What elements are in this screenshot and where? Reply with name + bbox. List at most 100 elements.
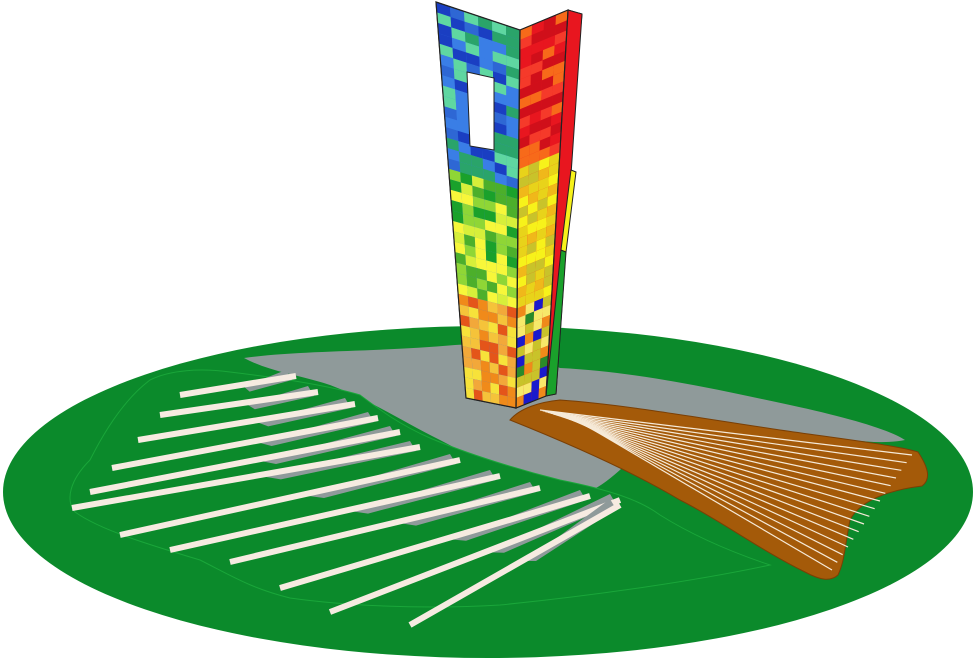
- tower-tile: [439, 54, 454, 69]
- tower-tile: [517, 235, 528, 249]
- tower-tile: [517, 295, 526, 309]
- tower-tile: [493, 101, 507, 116]
- tower-tile: [497, 283, 508, 297]
- tower-tile: [473, 378, 483, 392]
- tower-tile: [545, 223, 556, 238]
- tower-tile: [507, 275, 518, 289]
- tower-tile: [548, 172, 559, 187]
- tower-tile: [443, 95, 457, 111]
- tower-tile: [483, 189, 496, 203]
- tower-tile: [464, 234, 476, 248]
- tower-tile: [478, 308, 489, 322]
- tower-tile: [518, 185, 529, 200]
- tower-tile: [507, 376, 517, 389]
- tower-tile: [498, 364, 508, 377]
- tower-tile: [468, 306, 479, 320]
- tower-tile: [472, 368, 482, 381]
- tower-tile: [507, 336, 517, 349]
- tower-tile: [460, 172, 473, 186]
- tower-tile: [518, 125, 530, 140]
- tower-tile: [525, 301, 535, 315]
- lawn-stripes: [71, 370, 622, 628]
- tower-tile: [485, 229, 497, 243]
- striped-lawn-left: [69, 369, 772, 608]
- tower-tile: [527, 231, 537, 245]
- tower-tile: [486, 270, 498, 284]
- tower-tile: [455, 99, 469, 114]
- deck-stripe: [561, 415, 870, 517]
- tower-tile: [486, 280, 498, 294]
- tower-tile: [474, 237, 486, 251]
- tower-tile: [478, 36, 493, 51]
- tower-tile: [507, 306, 518, 319]
- tower-tile: [532, 358, 541, 372]
- tower-tile: [479, 329, 489, 342]
- tower-tile: [498, 344, 508, 357]
- lawn-stripe: [137, 401, 356, 443]
- deck-stripe: [566, 417, 859, 533]
- tower-tile: [528, 170, 539, 185]
- tower-tile: [516, 385, 524, 399]
- tower-tile: [541, 75, 554, 91]
- tower-right-edge-mid: [560, 169, 577, 253]
- tower-tile: [555, 10, 568, 26]
- tower-tile: [462, 356, 473, 369]
- tower-tile: [519, 35, 532, 50]
- tower-tile: [552, 70, 565, 86]
- tower-tile: [492, 61, 507, 76]
- tower-tile: [524, 331, 534, 345]
- tower-tile: [542, 304, 552, 319]
- tower-tile: [477, 298, 488, 312]
- tower-tile: [490, 392, 500, 405]
- tower-tile: [461, 335, 472, 348]
- tower-tile: [485, 250, 497, 264]
- tower-tile: [517, 255, 527, 269]
- tower-tile: [470, 337, 481, 351]
- tower-tile: [535, 257, 545, 272]
- tower-tile: [539, 136, 551, 151]
- tower-tile: [538, 176, 549, 191]
- tower-tile: [483, 178, 496, 193]
- tower-tile: [467, 285, 478, 299]
- tower-tile: [527, 211, 538, 225]
- tower-tile: [476, 267, 487, 281]
- tower-tile: [519, 25, 532, 40]
- tower-tile: [519, 45, 532, 60]
- tower-tile: [531, 40, 544, 55]
- tower-tile: [493, 121, 507, 136]
- tower-tile: [519, 95, 531, 110]
- tower-tile: [506, 85, 520, 100]
- tower-tile: [527, 200, 538, 215]
- tower-tile: [447, 158, 461, 173]
- tower-tile: [497, 293, 508, 307]
- tower-tile: [538, 375, 548, 389]
- tower-tile: [531, 30, 544, 45]
- tower-tile: [495, 192, 507, 206]
- tower-tile: [507, 265, 518, 279]
- tower-tile: [465, 254, 477, 268]
- deck-stripe: [550, 412, 891, 487]
- lawn-stripe: [111, 415, 379, 471]
- tower-tile: [472, 185, 485, 200]
- tower-tile: [537, 207, 548, 222]
- tower-tile: [534, 277, 545, 292]
- tower-tile: [540, 335, 550, 349]
- tower-tile: [488, 321, 498, 334]
- tower-tile: [453, 231, 465, 245]
- deck-stripe: [555, 414, 881, 502]
- tower-tile: [486, 260, 497, 274]
- tower-tile: [484, 209, 496, 223]
- tower-tile: [537, 186, 549, 201]
- tower-tile: [516, 335, 526, 349]
- tower-tile: [497, 323, 508, 337]
- deck-stripe: [577, 420, 838, 563]
- tower-tile: [452, 220, 465, 235]
- tower-tile: [549, 142, 561, 157]
- tower-tile: [519, 105, 531, 120]
- tower-tile: [453, 58, 467, 73]
- tower-tile: [457, 120, 470, 135]
- tower-tile: [542, 294, 552, 309]
- tower-tile: [473, 216, 486, 230]
- tower-tile: [542, 35, 556, 51]
